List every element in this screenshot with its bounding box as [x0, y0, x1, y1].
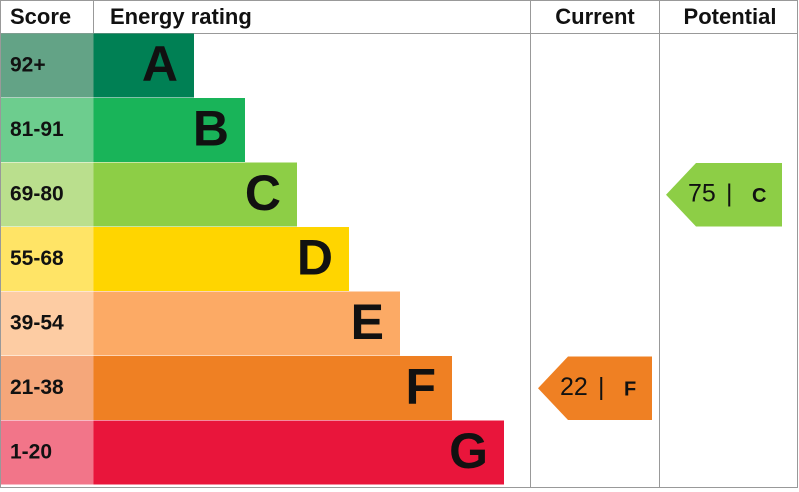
band-bar	[93, 227, 349, 291]
header-score: Score	[10, 4, 71, 29]
current-band: F	[624, 379, 636, 401]
score-label: 21-38	[10, 376, 64, 399]
band-bar	[93, 291, 400, 356]
score-cell	[1, 356, 94, 420]
band-letter: F	[405, 358, 436, 414]
potential-separator: |	[726, 179, 733, 207]
score-label: 55-68	[10, 247, 64, 270]
score-cell	[1, 291, 94, 356]
current-separator: |	[598, 373, 605, 401]
band-letter: E	[351, 294, 384, 350]
band-letter: G	[449, 423, 488, 479]
score-cell	[1, 162, 94, 227]
band-bar	[93, 356, 452, 420]
header-rating: Energy rating	[110, 4, 252, 29]
score-label: 92+	[10, 53, 46, 76]
score-label: 69-80	[10, 182, 64, 205]
score-label: 1-20	[10, 440, 52, 463]
band-letter: B	[193, 100, 229, 156]
band-bar	[93, 162, 297, 227]
band-bar	[93, 33, 194, 98]
score-cell	[1, 420, 94, 485]
potential-arrow	[666, 163, 782, 227]
score-cell	[1, 227, 94, 291]
score-label: 39-54	[10, 311, 64, 334]
band-letter: D	[297, 229, 333, 285]
current-value: 22	[560, 373, 588, 401]
potential-value: 75	[688, 179, 716, 207]
potential-band: C	[752, 185, 766, 207]
score-cell	[1, 98, 94, 162]
band-bar	[93, 420, 504, 485]
current-arrow	[538, 356, 652, 420]
band-bar	[93, 98, 245, 162]
band-letter: C	[245, 165, 281, 221]
header-current: Current	[555, 4, 635, 29]
score-label: 81-91	[10, 118, 64, 141]
header-potential: Potential	[684, 4, 777, 29]
score-cell	[1, 33, 94, 98]
band-letter: A	[142, 36, 178, 92]
